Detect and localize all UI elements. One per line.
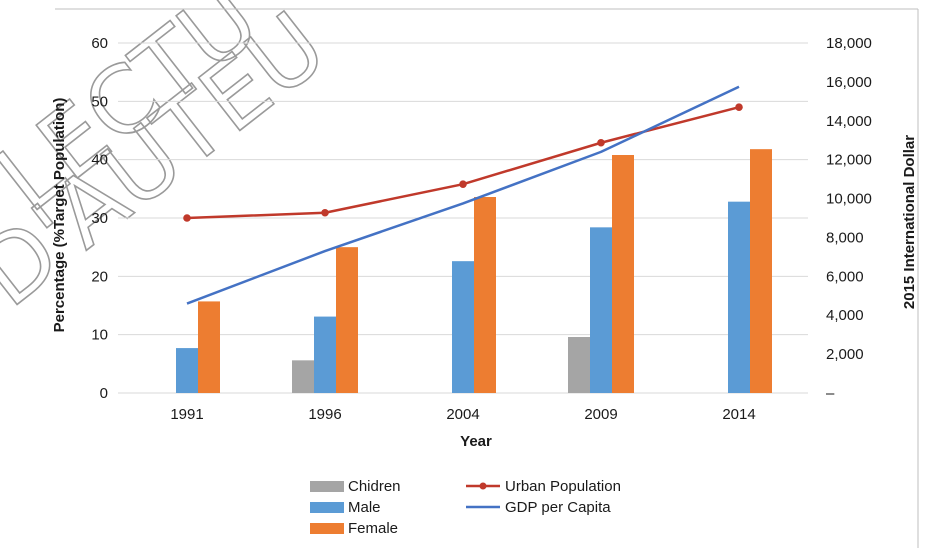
legend-swatch-male <box>310 502 344 513</box>
y-tick-label: 40 <box>91 152 108 169</box>
bar-male <box>314 316 336 393</box>
x-tick-label: 1991 <box>170 406 203 423</box>
x-tick-label: 2009 <box>584 406 617 423</box>
x-tick-label: 2014 <box>722 406 755 423</box>
legend-label-chidren: Chidren <box>348 478 401 495</box>
y-tick-label: 50 <box>91 93 108 110</box>
bar-female <box>474 197 496 393</box>
y2-tick-label: 6,000 <box>826 268 864 285</box>
legend-label-gdp-per-capita: GDP per Capita <box>505 499 611 516</box>
y2-tick-label: 12,000 <box>826 152 872 169</box>
y2-tick-label: 4,000 <box>826 307 864 324</box>
legend-marker-urban-population <box>479 482 487 490</box>
y2-tick-label: 14,000 <box>826 113 872 130</box>
bar-male <box>176 348 198 393</box>
bar-chidren <box>292 360 314 393</box>
bar-female <box>336 247 358 393</box>
x-axis-title: Year <box>460 433 492 450</box>
series-lines <box>183 85 743 305</box>
legend-swatch-chidren <box>310 481 344 492</box>
bar-female <box>750 149 772 393</box>
bar-male <box>728 201 750 393</box>
y-axis-right-ticks: – 2,000 4,000 6,000 8,000 10,000 12,000 14,000 1… <box>826 35 872 402</box>
bar-female <box>612 155 634 393</box>
line-gdp-per-capita <box>186 85 740 305</box>
y-tick-label: 20 <box>91 268 108 285</box>
bars <box>176 149 772 393</box>
y2-tick-label: 18,000 <box>826 35 872 52</box>
legend: Chidren Male Female Urban Population GDP… <box>310 478 621 537</box>
y-tick-label: 0 <box>100 385 108 402</box>
y-axis-left-ticks: 0 10 20 30 40 50 60 <box>91 35 108 402</box>
bar-chidren <box>568 337 590 393</box>
y2-tick-label: 2,000 <box>826 346 864 363</box>
bar-male <box>590 227 612 393</box>
y-tick-label: 10 <box>91 327 108 344</box>
bar-male <box>452 261 474 393</box>
y2-tick-label: – <box>826 385 835 402</box>
x-tick-label: 2004 <box>446 406 479 423</box>
point-urban-population <box>321 208 329 217</box>
y-tick-label: 30 <box>91 210 108 227</box>
y2-tick-label: 16,000 <box>826 74 872 91</box>
legend-label-female: Female <box>348 520 398 537</box>
point-urban-population <box>735 103 743 111</box>
point-urban-population <box>597 138 605 147</box>
y2-tick-label: 8,000 <box>826 229 864 246</box>
y-axis-left-title: Percentage (%Target Population) <box>51 98 68 333</box>
legend-label-male: Male <box>348 499 381 516</box>
x-tick-label: 1996 <box>308 406 341 423</box>
bar-female <box>198 301 220 393</box>
legend-swatch-female <box>310 523 344 534</box>
y2-tick-label: 10,000 <box>826 191 872 208</box>
x-axis-ticks: 1991 1996 2004 2009 2014 <box>170 406 755 423</box>
y-axis-right-title: 2015 International Dollar <box>901 135 918 309</box>
y-tick-label: 60 <box>91 35 108 52</box>
legend-label-urban-population: Urban Population <box>505 478 621 495</box>
point-urban-population <box>183 214 191 222</box>
point-urban-population <box>459 180 467 188</box>
